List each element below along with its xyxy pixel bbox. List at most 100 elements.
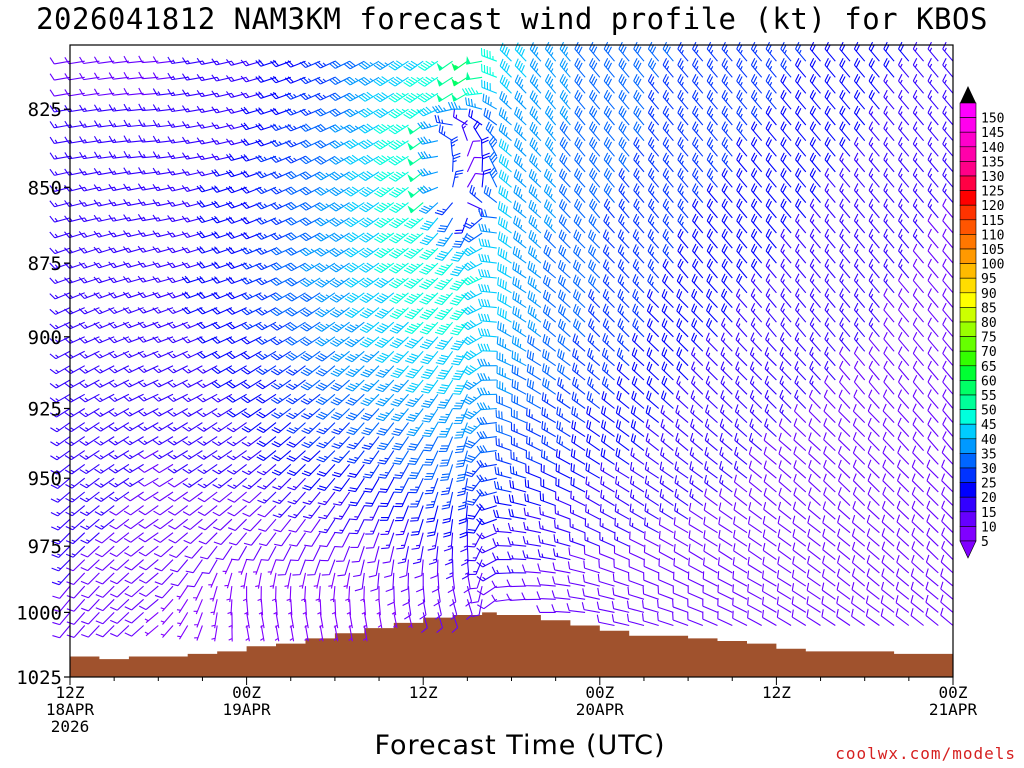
wind-barb — [659, 489, 674, 507]
wind-barb — [750, 332, 763, 352]
wind-barb — [896, 541, 910, 561]
wind-barb — [719, 404, 733, 424]
wind-barb — [674, 447, 689, 465]
wind-barb — [255, 123, 277, 131]
wind-barb — [270, 107, 291, 116]
wind-barb — [434, 277, 454, 291]
wind-barb — [152, 104, 174, 112]
wind-barb — [345, 408, 365, 421]
wind-barb — [511, 350, 527, 367]
wind-barb — [123, 422, 144, 432]
wind-barb — [466, 172, 484, 188]
wind-barb — [794, 361, 807, 381]
wind-barb — [304, 532, 321, 547]
wind-barb — [940, 568, 954, 587]
wind-barb — [526, 421, 542, 438]
wind-barb — [672, 612, 689, 627]
wind-barb — [735, 332, 748, 352]
wind-barb — [241, 379, 262, 389]
wind-barb — [183, 532, 203, 545]
wind-barb — [196, 169, 218, 177]
wind-barb — [197, 477, 218, 489]
wind-barb — [677, 121, 689, 142]
wind-barb — [719, 474, 733, 493]
wind-barb — [645, 419, 660, 438]
wind-barb — [543, 229, 557, 249]
wind-barb — [633, 167, 645, 188]
wind-barb — [466, 156, 482, 173]
wind-barb — [912, 360, 925, 381]
wind-barb — [81, 625, 100, 638]
wind-barb — [226, 75, 247, 82]
wind-barb — [881, 541, 895, 561]
wind-barb — [839, 89, 851, 110]
wind-barb — [598, 560, 615, 574]
wind-barb — [343, 139, 365, 149]
wind-barb — [692, 228, 704, 249]
wind-barb — [898, 136, 910, 157]
wind-barb — [387, 586, 395, 606]
wind-barb — [630, 447, 645, 465]
wind-barb — [138, 559, 159, 571]
wind-barb — [540, 463, 556, 479]
wind-barb — [554, 505, 571, 520]
wind-barb — [706, 136, 718, 157]
wind-barb — [792, 529, 807, 547]
wind-barb — [389, 336, 409, 349]
wind-barb — [794, 375, 807, 395]
wind-barb — [375, 379, 395, 393]
wind-barb — [674, 488, 689, 507]
wind-barbs — [49, 41, 954, 642]
wind-barb — [896, 514, 910, 534]
wind-barb — [270, 123, 291, 131]
wind-barb — [795, 302, 807, 323]
wind-barb — [542, 319, 557, 338]
wind-barb — [197, 436, 218, 446]
wind-barb — [255, 292, 277, 301]
wind-barb — [883, 105, 895, 126]
wind-barb — [123, 87, 144, 96]
wind-barb — [181, 215, 203, 223]
wind-barb — [315, 408, 336, 420]
wind-barb — [599, 532, 615, 547]
wind-barb — [706, 57, 718, 78]
wind-barb — [677, 258, 689, 279]
wind-barb — [881, 528, 895, 547]
wind-barb — [705, 332, 718, 352]
wind-barb — [552, 548, 571, 561]
wind-barb — [792, 515, 807, 534]
wind-barb — [365, 518, 380, 535]
wind-barb — [647, 258, 660, 279]
y-tick-label: 825 — [28, 99, 62, 121]
wind-barb — [392, 450, 409, 465]
wind-barb — [618, 57, 630, 78]
wind-barb — [419, 599, 427, 620]
wind-barb — [476, 489, 497, 497]
wind-barb — [183, 518, 203, 530]
wind-barb — [912, 167, 925, 188]
wind-barb — [64, 200, 85, 208]
wind-barb — [702, 598, 718, 613]
wind-barb — [632, 303, 645, 323]
wind-barb — [868, 152, 880, 173]
wind-barb — [791, 609, 807, 626]
wind-barb — [690, 418, 704, 438]
wind-barb — [108, 261, 130, 269]
wind-barb — [689, 475, 704, 493]
wind-barb — [824, 198, 836, 219]
wind-barb — [301, 464, 321, 477]
wind-barb — [269, 572, 277, 589]
wind-barb — [477, 598, 498, 610]
wind-barb — [912, 346, 925, 367]
wind-barb — [332, 477, 351, 492]
wind-barb — [539, 506, 556, 520]
credit-link[interactable]: coolwx.com/models — [835, 744, 1016, 763]
wind-barb — [228, 532, 248, 546]
wind-barb — [853, 258, 866, 279]
wind-barb — [152, 365, 174, 374]
wind-barb — [880, 595, 895, 613]
wind-barb — [822, 528, 836, 547]
wind-barb — [109, 532, 130, 544]
wind-barb — [809, 317, 821, 338]
wind-barb — [555, 463, 571, 479]
